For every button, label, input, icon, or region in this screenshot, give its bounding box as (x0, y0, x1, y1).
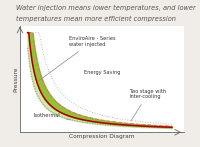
Text: Two stage with
inter-cooling: Two stage with inter-cooling (129, 88, 166, 121)
Text: temperatures mean more efficient compression: temperatures mean more efficient compres… (16, 16, 176, 22)
Text: Energy Saving: Energy Saving (84, 70, 120, 75)
Text: Water injection means lower temperatures, and lower: Water injection means lower temperatures… (16, 4, 196, 11)
X-axis label: Compression Diagram: Compression Diagram (69, 134, 135, 139)
Text: Isothermal: Isothermal (34, 113, 71, 120)
Text: EnviroAire - Series
water injected: EnviroAire - Series water injected (39, 36, 115, 81)
Y-axis label: Pressure: Pressure (13, 67, 18, 92)
